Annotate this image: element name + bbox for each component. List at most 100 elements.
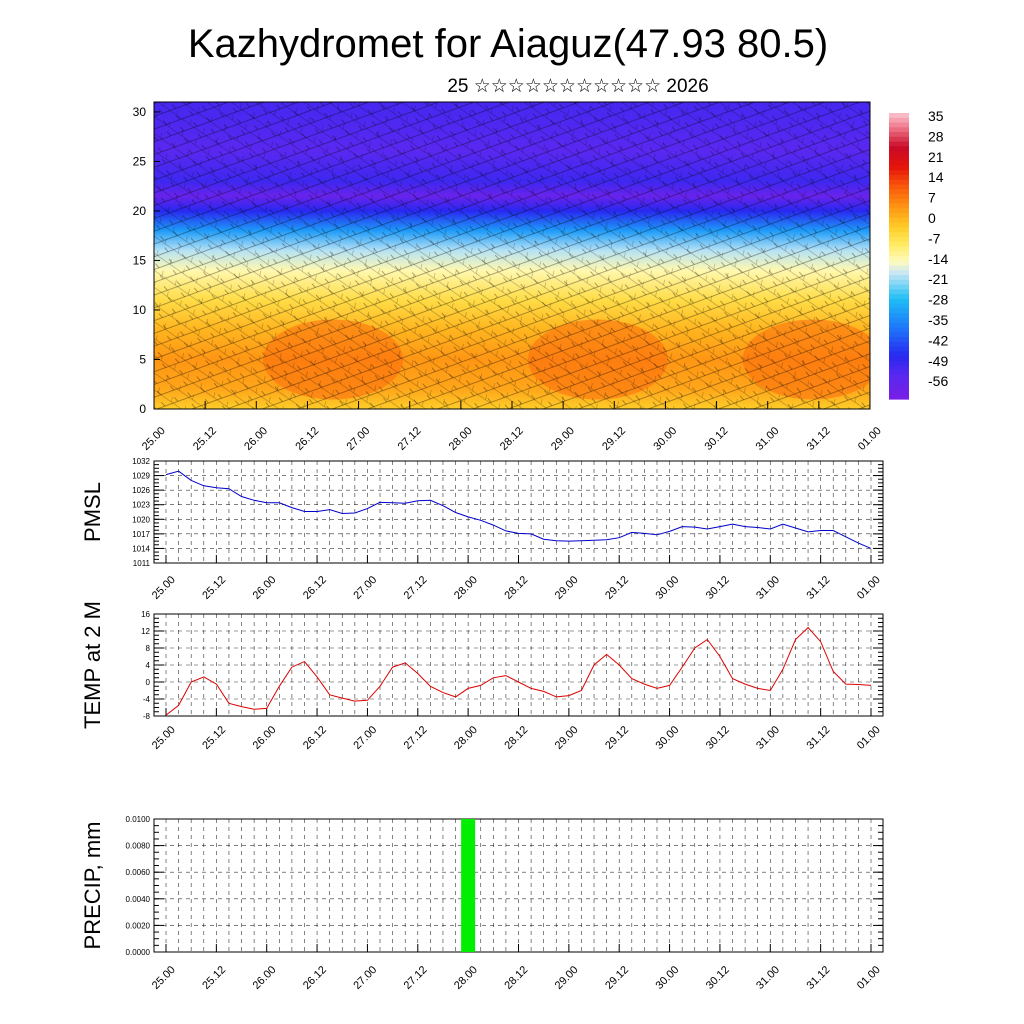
colorbar-label: 21 [928, 149, 944, 165]
x-tick-label: 26.12 [301, 574, 329, 602]
pmsl-panel: 1032 1029 1026 1023 1020 1017 1014 1011 25.00 25.… [80, 457, 884, 602]
x-tick-label: 29.12 [603, 574, 631, 602]
colorbar-swatch [889, 284, 909, 290]
x-tick-label: 26.00 [242, 425, 270, 453]
x-tick-label: 25.00 [150, 724, 178, 752]
colorbar-swatch [889, 227, 909, 233]
colorbar-swatch [889, 141, 909, 147]
x-tick-label: 25.12 [200, 964, 228, 992]
y-tick-label: 1014 [132, 544, 150, 553]
colorbar-label: -56 [928, 373, 948, 389]
colorbar-label: -7 [928, 230, 941, 246]
x-tick-label: 30.00 [653, 574, 681, 602]
y-axis-label: TEMP at 2 M [80, 601, 105, 729]
colorbar-label: -42 [928, 332, 948, 348]
colorbar-swatch [889, 356, 909, 362]
x-tick-label: 29.00 [553, 724, 581, 752]
y-tick-label: 4 [146, 661, 151, 670]
colorbar-swatch [889, 213, 909, 219]
x-tick-label: 26.12 [301, 724, 329, 752]
x-tick-label: 01.00 [855, 574, 883, 602]
x-tick-label: 27.12 [402, 574, 430, 602]
x-tick-label: 31.12 [805, 425, 833, 453]
figure-subtitle: 25 ☆☆☆☆☆☆☆☆☆☆☆ 2026 [447, 76, 708, 97]
x-tick-label: 01.00 [855, 964, 883, 992]
x-tick-label: 25.00 [150, 964, 178, 992]
colorbar-swatch [889, 317, 909, 324]
y-tick-label: -8 [143, 712, 151, 721]
y-axis-label: PRECIP, mm [80, 822, 105, 950]
y-tick-label: 0.0080 [126, 842, 151, 851]
colorbar-swatch [889, 165, 909, 171]
x-tick-label: 27.00 [351, 724, 379, 752]
y-tick-label: -4 [143, 695, 151, 704]
colorbar-swatch [889, 241, 909, 248]
colorbar-swatch [889, 360, 909, 367]
colorbar-swatch [889, 375, 909, 381]
colorbar-swatch [889, 256, 909, 262]
x-tick-label: 30.00 [651, 425, 679, 453]
x-tick-label: 29.12 [603, 964, 631, 992]
precip-bar [461, 819, 476, 952]
x-tick-label: 27.00 [351, 964, 379, 992]
y-tick-label: 1023 [132, 501, 150, 510]
x-tick-label: 25.12 [200, 574, 228, 602]
y-tick-label: 16 [141, 610, 150, 619]
colorbar-swatch [889, 289, 909, 295]
colorbar-swatch [889, 365, 909, 371]
colorbar-swatch [889, 160, 909, 167]
colorbar-label: 7 [928, 190, 936, 206]
y-tick-label: 30 [133, 105, 147, 119]
y-tick-label: 25 [133, 154, 147, 168]
wind-barbs-secondary [154, 102, 870, 409]
x-tick-label: 31.12 [805, 574, 833, 602]
colorbar-swatch [889, 370, 909, 376]
colorbar-swatch [889, 127, 909, 133]
colorbar-swatch [889, 198, 909, 205]
colorbar-label: 0 [928, 210, 936, 226]
x-tick-label: 26.00 [251, 724, 279, 752]
y-tick-label: 1020 [132, 515, 150, 524]
colorbar-swatch [889, 170, 909, 176]
colorbar-label: -14 [928, 251, 948, 267]
y-axis-label: PMSL [80, 482, 105, 542]
colorbar-swatch [889, 236, 909, 243]
colorbar-swatch [889, 179, 909, 186]
colorbar-label: -28 [928, 292, 948, 308]
x-tick-label: 28.12 [502, 574, 530, 602]
x-tick-label: 28.00 [452, 964, 480, 992]
colorbar-swatch [889, 332, 909, 338]
x-tick-label: 31.00 [754, 964, 782, 992]
y-tick-label: 1029 [132, 472, 150, 481]
colorbar-label: -49 [928, 353, 948, 369]
x-tick-label: 26.00 [251, 964, 279, 992]
x-tick-label: 28.12 [502, 964, 530, 992]
x-tick-label: 30.12 [702, 425, 730, 453]
x-tick-label: 30.12 [704, 964, 732, 992]
colorbar-swatch [889, 260, 909, 267]
x-tick-label: 28.12 [502, 724, 530, 752]
figure-title: Kazhydromet for Aiaguz(47.93 80.5) [188, 22, 828, 66]
x-tick-label: 31.00 [754, 425, 782, 453]
colorbar-swatch [889, 189, 909, 195]
colorbar-swatch [889, 265, 909, 271]
x-tick-label: 27.12 [402, 724, 430, 752]
temp2m-panel: 16 12 8 4 0 -4 -8 25.00 25.12 26.00 26.12 27.00 27.1… [80, 601, 884, 752]
y-tick-label: 1032 [132, 457, 150, 466]
x-tick-label: 29.12 [603, 724, 631, 752]
colorbar-swatch [889, 341, 909, 348]
y-tick-label: 0 [146, 678, 151, 687]
y-tick-label: 20 [133, 204, 147, 218]
colorbar-swatch [889, 232, 909, 238]
y-tick-label: 5 [139, 352, 146, 366]
colorbar-swatch [889, 294, 909, 300]
x-tick-label: 29.00 [553, 964, 581, 992]
colorbar-swatch [889, 251, 909, 257]
colorbar-label: 35 [928, 108, 944, 124]
colorbar-swatch [889, 279, 909, 286]
x-tick-label: 27.12 [396, 425, 424, 453]
x-tick-label: 28.00 [452, 574, 480, 602]
colorbar-swatch [889, 303, 909, 310]
colorbar-swatch [889, 184, 909, 190]
